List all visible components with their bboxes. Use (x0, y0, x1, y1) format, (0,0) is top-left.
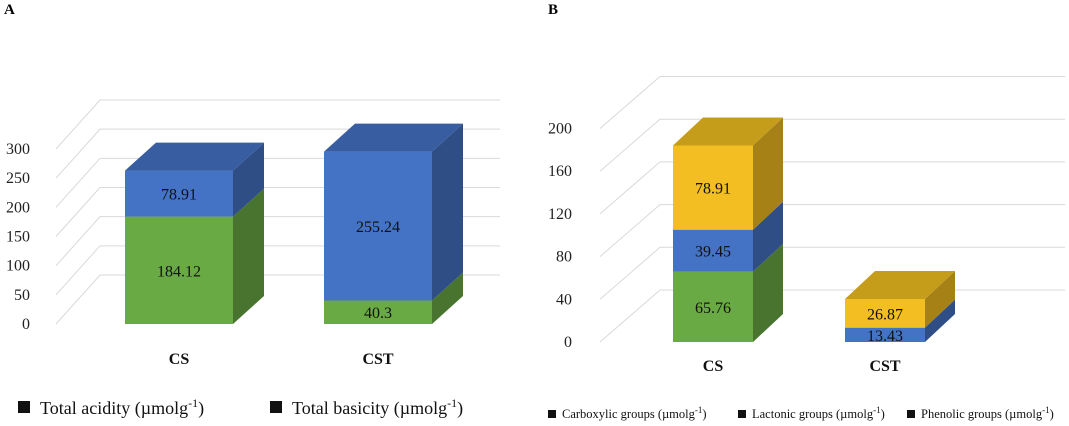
panel-b-segment-side (753, 243, 783, 342)
panel-b-segment-top (845, 270, 955, 299)
panel-a-segment-side (432, 123, 463, 301)
panel-b-legend-label: Carboxylic groups (µmolg-1) (562, 405, 707, 421)
panel-b-segment-cst-2: 26.87 (845, 270, 955, 328)
panel-a-segment-front (324, 151, 432, 301)
panel-b-segment-cst-1: 13.43 (845, 299, 955, 345)
panel-b-data-label: 13.43 (867, 328, 903, 345)
panel-b-y-tick-label: 160 (548, 163, 572, 180)
panel-a-bar-cs: 184.12 78.91 (125, 142, 264, 324)
panel-a-segment-top (125, 142, 264, 171)
panel-a-legend-marker (270, 401, 282, 413)
panel-b-segment-front (673, 145, 753, 230)
panel-a-legend: Total acidity (µmolg-1) Total basicity (µ… (18, 396, 463, 419)
panel-a-segment-front (324, 300, 432, 324)
panel-a-chart: A 0 50 100 150 200 250 300 184.12 78.91 CS 40.3 255… (4, 2, 500, 419)
panel-b-segment-front (845, 298, 925, 328)
panel-a-category-label: CST (362, 351, 393, 368)
panel-b-bar-cs: 65.76 39.45 78.91 (673, 117, 783, 342)
panel-b-category-label: CST (869, 358, 900, 375)
panel-b-legend-item: Carboxylic groups (µmolg-1) (548, 405, 707, 421)
panel-a-segment-front (125, 216, 233, 324)
panel-b-segment-front (673, 229, 753, 272)
panel-b-data-label: 78.91 (695, 181, 731, 198)
panel-a-legend-label: Total acidity (µmolg-1) (40, 396, 204, 419)
panel-b-letter: B (548, 2, 558, 18)
panel-a-segment-cs-0: 184.12 (125, 188, 264, 324)
panel-b-segment-front (845, 327, 925, 342)
panel-b-gridline (599, 289, 1065, 343)
panel-a-gridlines (55, 99, 500, 325)
panel-b-legend-item: Phenolic groups (µmolg-1) (907, 405, 1054, 421)
panel-b-y-tick-label: 40 (556, 291, 572, 308)
panel-b-segment-front (673, 271, 753, 342)
panel-a-letter: A (4, 2, 15, 18)
panel-a-y-tick-label: 0 (22, 316, 30, 333)
panel-b-gridlines (599, 76, 1065, 343)
panel-b-gridline (599, 76, 1065, 129)
panel-b-gridline (599, 161, 1065, 215)
panel-b-category-label: CS (703, 358, 724, 375)
panel-a-gridline (55, 99, 500, 150)
panel-a-y-tick-label: 150 (6, 229, 30, 246)
panel-b-segment-side (753, 201, 783, 272)
panel-b-legend-marker (548, 410, 556, 418)
panel-b-y-tick-label: 0 (564, 334, 572, 351)
panel-a-segment-cst-1: 255.24 (324, 123, 463, 301)
panel-a-category-label: CS (169, 351, 190, 368)
panel-a-y-tick-label: 300 (6, 141, 30, 158)
panel-b-segment-cs-2: 78.91 (673, 117, 783, 230)
panel-a-segment-front (125, 170, 233, 217)
panel-b-segment-side (753, 117, 783, 230)
panel-a-data-label: 255.24 (356, 219, 400, 236)
panel-b-bar-cst: 13.43 26.87 (845, 270, 955, 345)
panel-b-y-tick-label: 80 (556, 249, 572, 266)
panel-a-segment-side (233, 188, 264, 324)
panel-b-y-tick-label: 200 (548, 121, 572, 138)
panel-a-y-tick-label: 100 (6, 258, 30, 275)
panel-a-data-label: 184.12 (157, 263, 201, 280)
panel-b-legend-label: Phenolic groups (µmolg-1) (921, 405, 1054, 421)
panel-a-bar-cst: 40.3 255.24 (324, 123, 463, 324)
panel-a-data-label: 40.3 (364, 305, 392, 322)
panel-a-y-tick-label: 250 (6, 170, 30, 187)
panel-a-data-label: 78.91 (161, 187, 197, 204)
panel-b-data-label: 39.45 (695, 244, 731, 261)
panel-b-legend-marker (907, 410, 915, 418)
panel-b-legend-item: Lactonic groups (µmolg-1) (738, 405, 885, 421)
panel-b-legend-marker (738, 410, 746, 418)
panel-a-segment-top (324, 123, 463, 152)
panel-b-legend-label: Lactonic groups (µmolg-1) (752, 405, 885, 421)
panel-b-segment-side (925, 270, 955, 328)
panel-a-y-tick-label: 200 (6, 199, 30, 216)
panel-b-segment-top (673, 117, 783, 146)
panel-a-segment-side (233, 142, 264, 217)
panel-a-legend-item: Total acidity (µmolg-1) (18, 396, 204, 419)
panel-b-segment-side (925, 299, 955, 342)
panel-a-legend-label: Total basicity (µmolg-1) (292, 396, 463, 419)
panel-b-segment-cs-0: 65.76 (673, 243, 783, 342)
panel-b-data-label: 65.76 (695, 300, 731, 317)
panel-b-gridline (599, 204, 1065, 257)
panel-a-segment-cs-1: 78.91 (125, 142, 264, 217)
panel-b-segment-cs-1: 39.45 (673, 201, 783, 272)
panel-b-gridline (599, 246, 1065, 300)
panel-b-chart: B 0 40 80 120 160 200 65.76 39.45 78.91 CS 13.43 26… (548, 2, 1065, 421)
panel-a-y-tick-label: 50 (14, 287, 30, 304)
panel-b-gridline (599, 118, 1065, 172)
panel-b-legend: Carboxylic groups (µmolg-1) Lactonic grou… (548, 405, 1054, 421)
panel-a-legend-item: Total basicity (µmolg-1) (270, 396, 463, 419)
panel-a-legend-marker (18, 401, 30, 413)
panel-b-data-label: 26.87 (867, 306, 903, 323)
panel-a-segment-cst-0: 40.3 (324, 272, 463, 324)
panel-b-y-tick-label: 120 (548, 206, 572, 223)
panel-a-segment-side (432, 272, 463, 324)
